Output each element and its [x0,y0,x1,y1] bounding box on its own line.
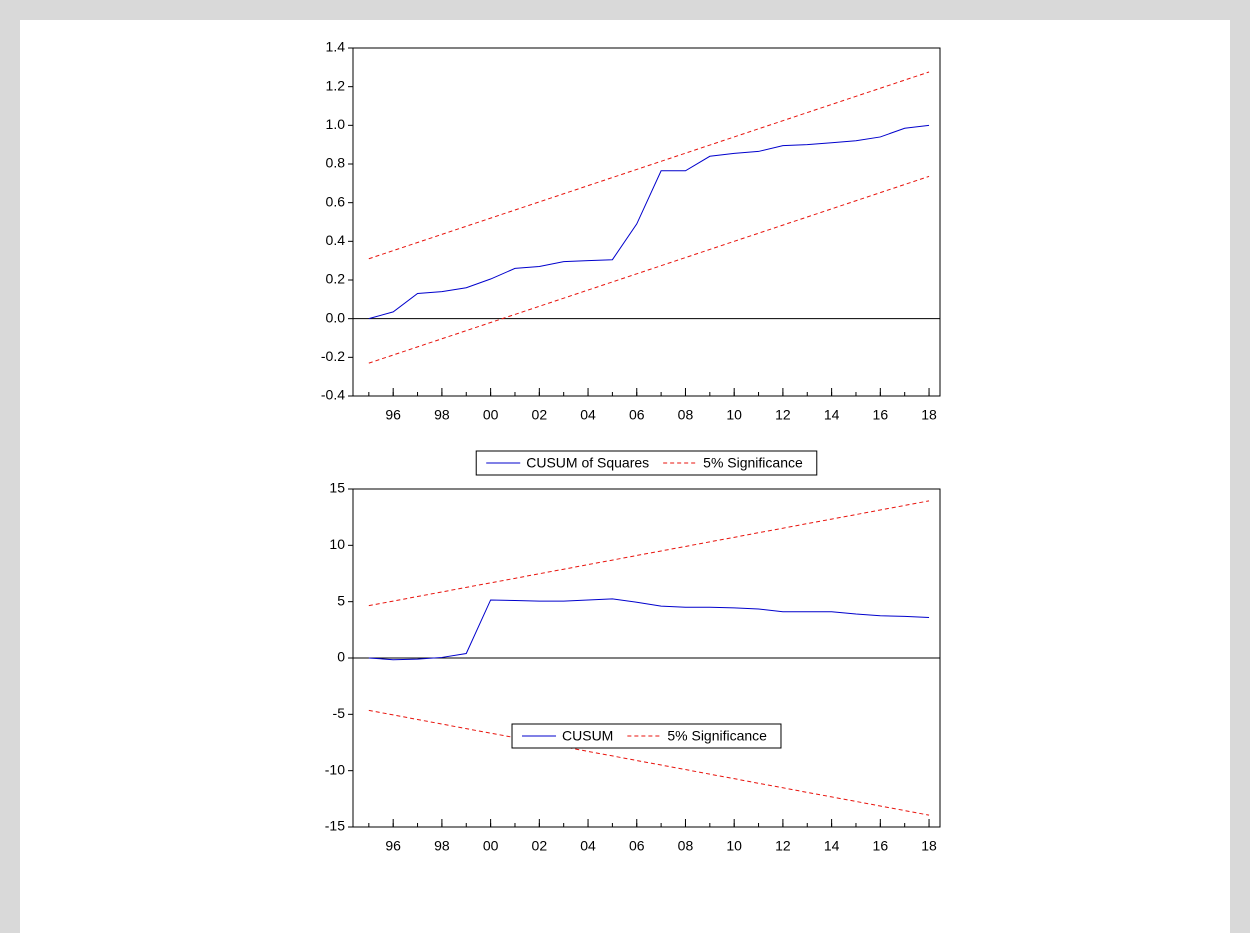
x-tick-label: 96 [385,407,401,423]
x-tick-label: 16 [873,838,889,854]
y-tick-label: 0 [337,649,345,665]
x-tick-label: 06 [629,838,645,854]
series-line [368,124,930,320]
series-line [368,175,930,364]
y-tick-label: 1.0 [326,116,346,132]
x-tick-label: 98 [434,407,450,423]
legend-label: CUSUM [562,728,613,744]
series-line [368,709,930,816]
legend: CUSUM 5% Significance [511,723,782,749]
y-tick-label: 0.0 [326,309,346,325]
x-tick-label: 10 [726,407,742,423]
x-tick-label: 96 [385,838,401,854]
y-tick-label: 0.6 [326,193,346,209]
panel [20,20,1230,933]
y-tick-label: 1.2 [326,77,346,93]
x-tick-label: 02 [532,407,548,423]
x-tick-label: 14 [824,407,840,423]
series-line [368,500,930,607]
series-line [368,71,930,260]
y-tick-label: -0.2 [321,348,345,364]
legend-box [511,723,782,749]
x-tick-label: 12 [775,838,791,854]
x-tick-label: 08 [678,838,694,854]
x-tick-label: 14 [824,838,840,854]
plot-frame [352,488,941,828]
y-tick-label: 10 [329,536,345,552]
x-tick-label: 06 [629,407,645,423]
x-tick-label: 16 [873,407,889,423]
y-tick-label: -5 [333,705,346,721]
x-tick-label: 00 [483,838,499,854]
legend: CUSUM of Squares 5% Significance [475,450,818,476]
x-tick-label: 04 [580,838,596,854]
x-tick-label: 00 [483,407,499,423]
legend-label: CUSUM of Squares [526,455,649,471]
x-tick-label: 98 [434,838,450,854]
x-tick-label: 12 [775,407,791,423]
plot-frame [352,47,941,397]
x-tick-label: 04 [580,407,596,423]
y-tick-label: 5 [337,592,345,608]
x-tick-label: 08 [678,407,694,423]
y-tick-label: 0.8 [326,155,346,171]
x-tick-label: 18 [921,838,937,854]
y-tick-label: 1.4 [326,39,346,55]
y-tick-label: 15 [329,480,345,496]
y-tick-label: 0.2 [326,271,346,287]
y-tick-label: -15 [325,818,345,834]
y-tick-label: -10 [325,761,345,777]
legend-label: 5% Significance [703,455,803,471]
x-tick-label: 18 [921,407,937,423]
y-tick-label: 0.4 [326,232,346,248]
y-tick-label: -0.4 [321,387,345,403]
x-tick-label: 02 [532,838,548,854]
x-tick-label: 10 [726,838,742,854]
series-line [368,598,930,661]
legend-label: 5% Significance [667,728,767,744]
legend-box [475,450,818,476]
